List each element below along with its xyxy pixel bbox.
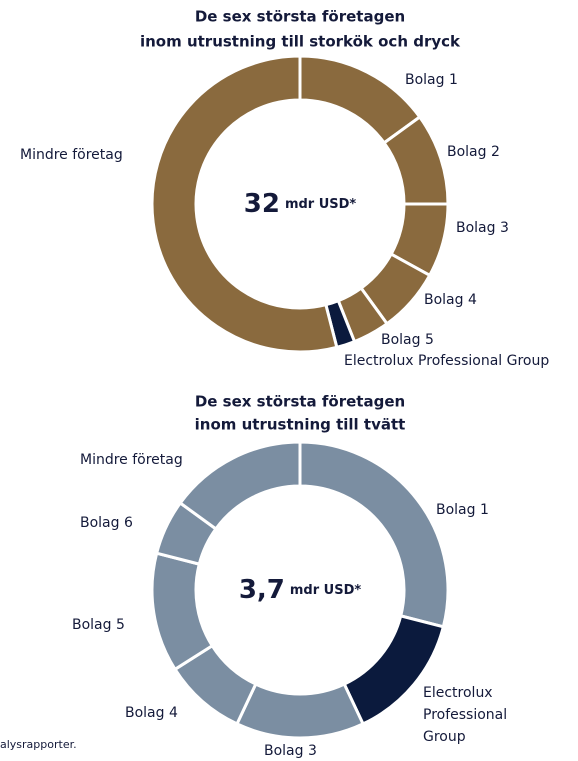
segment-label: Electrolux Professional Group	[423, 685, 507, 745]
segment-label: Mindre företag	[80, 452, 183, 468]
segment-label: Bolag 3	[264, 743, 317, 759]
footnote: alysrapporter.	[0, 738, 77, 751]
donut-segment	[234, 682, 366, 740]
chart-title: De sex största företagen	[195, 8, 405, 26]
segment-label: Bolag 2	[447, 144, 500, 160]
segment-label: Electrolux Professional Group	[344, 353, 549, 369]
center-label: 3,7 mdr USD*	[239, 575, 362, 605]
segment-label: Bolag 4	[424, 292, 477, 308]
segment-label: Bolag 3	[456, 220, 509, 236]
segment-label: Bolag 5	[381, 332, 434, 348]
donut-segment	[178, 440, 302, 531]
segment-label: Bolag 6	[80, 515, 133, 531]
segment-label: Bolag 1	[436, 502, 489, 518]
center-label: 32 mdr USD*	[244, 189, 357, 219]
chart-title: inom utrustning till tvätt	[195, 416, 406, 434]
segment-label: Bolag 4	[125, 705, 178, 721]
donut-segment	[150, 54, 339, 354]
center-value: 32	[244, 189, 280, 219]
center-value: 3,7	[239, 575, 285, 605]
center-unit: mdr USD*	[290, 583, 361, 598]
donut-segment	[150, 551, 215, 672]
center-unit: mdr USD*	[285, 197, 356, 212]
segment-label: Bolag 1	[405, 72, 458, 88]
segment-label: Mindre företag	[20, 147, 123, 163]
chart-title: inom utrustning till storkök och dryck	[140, 33, 461, 51]
donut-segment	[298, 440, 450, 629]
chart-title: De sex största företagen	[195, 393, 405, 411]
segment-label: Bolag 5	[72, 617, 125, 633]
